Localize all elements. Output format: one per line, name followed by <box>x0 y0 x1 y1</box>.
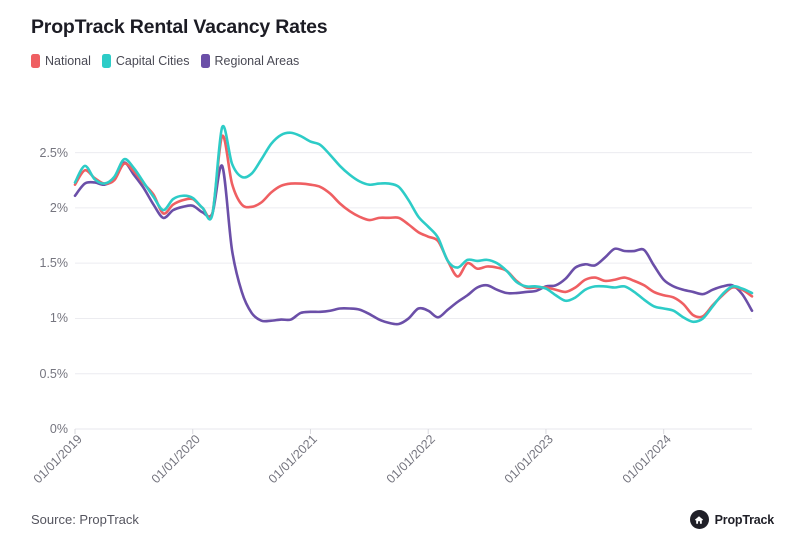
x-axis-tick-label: 01/01/2020 <box>148 432 203 487</box>
series-line-regional-areas <box>73 161 754 326</box>
chart-legend: National Capital Cities Regional Areas <box>31 54 299 68</box>
page-title: PropTrack Rental Vacancy Rates <box>31 16 328 38</box>
legend-item[interactable]: Regional Areas <box>200 54 300 68</box>
y-axis-tick-label: 2.5% <box>39 145 69 160</box>
legend-swatch-icon <box>200 54 210 68</box>
legend-item-label: Capital Cities <box>115 54 190 68</box>
legend-item-label: National <box>45 54 91 68</box>
legend-swatch-icon <box>101 54 111 68</box>
y-axis-labels: 2.5% 2% 1.5% 1% 0.5% 0% <box>0 125 69 436</box>
logo-text: PropTrack <box>714 512 775 527</box>
house-in-circle-icon <box>689 510 709 529</box>
source-note: Source: PropTrack <box>31 512 139 527</box>
x-axis-tick-label: 01/01/2022 <box>383 432 439 487</box>
x-axis-tick-label: 01/01/2021 <box>266 432 321 487</box>
legend-item[interactable]: National <box>31 54 91 68</box>
x-axis-labels: 01/01/2019 01/01/2020 01/01/2021 01/01/2022… <box>31 432 775 512</box>
series-line-capital-cities <box>73 124 754 324</box>
chart-plot-area <box>73 124 754 434</box>
legend-item[interactable]: Capital Cities <box>101 54 190 68</box>
y-axis-tick-label: 1.5% <box>39 256 69 271</box>
x-axis-tick-label: 01/01/2024 <box>619 432 674 487</box>
y-axis-tick-label: 1% <box>49 311 68 326</box>
line-chart-svg <box>73 124 754 434</box>
y-axis-tick-label: 0.5% <box>39 366 69 381</box>
proptrack-logo: PropTrack <box>689 510 775 529</box>
x-axis-tick-label: 01/01/2023 <box>501 432 556 487</box>
y-axis-tick-label: 0% <box>49 422 68 436</box>
x-axis-tick-label: 01/01/2019 <box>30 432 85 487</box>
series-line-national <box>73 134 754 319</box>
y-axis-tick-label: 2% <box>49 200 68 215</box>
legend-swatch-icon <box>31 54 40 68</box>
legend-item-label: Regional Areas <box>214 54 300 68</box>
